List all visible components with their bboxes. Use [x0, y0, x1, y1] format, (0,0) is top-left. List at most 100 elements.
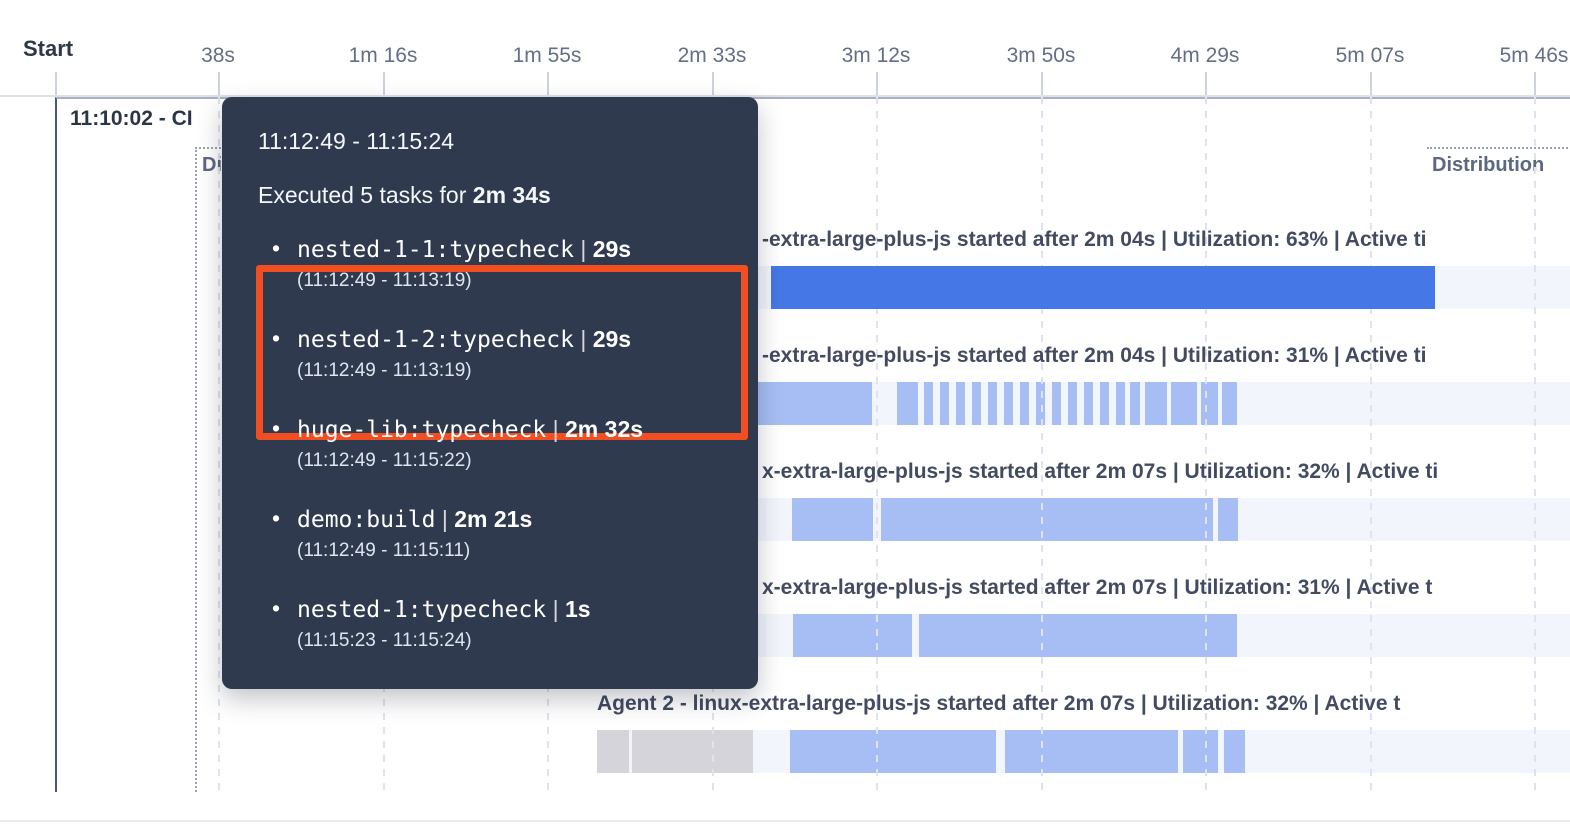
task-segment[interactable]	[1084, 382, 1093, 425]
axis-tick-label: 5m 07s	[1335, 44, 1405, 67]
task-segment[interactable]	[1116, 382, 1125, 425]
tooltip-task-duration: 29s	[592, 236, 632, 262]
timeline-gridline	[1370, 97, 1372, 790]
axis-tick-label: 3m 50s	[1006, 44, 1076, 67]
tooltip-summary-prefix: Executed 5 tasks for	[258, 182, 473, 208]
bullet-icon: •	[272, 325, 281, 351]
task-segment[interactable]	[1171, 382, 1197, 425]
tooltip-summary: Executed 5 tasks for 2m 34s	[258, 181, 722, 209]
axis-tick-mark	[1370, 72, 1372, 96]
task-segment[interactable]	[940, 382, 949, 425]
tooltip-task-times: (11:12:49 - 11:13:19)	[297, 270, 472, 291]
task-group-label-left: Di	[202, 154, 222, 176]
tooltip-task-times: (11:12:49 - 11:15:11)	[297, 540, 471, 561]
axis-tick-mark	[876, 72, 878, 96]
tooltip-task-separator: |	[435, 506, 455, 532]
task-segment[interactable]	[1145, 382, 1167, 425]
task-segment[interactable]	[1224, 730, 1245, 773]
task-segment[interactable]	[1130, 382, 1140, 425]
timeline-gridline	[218, 97, 220, 790]
tooltip-task-name-line: nested-1-2:typecheck | 29s	[297, 325, 722, 354]
tooltip-task-item: • huge-lib:typecheck | 2m 32s (11:12:49 - …	[258, 415, 722, 472]
bullet-icon: •	[272, 415, 281, 441]
tooltip-task-name-line: nested-1-1:typecheck | 29s	[297, 235, 722, 264]
axis-tick-label: 3m 12s	[841, 44, 911, 67]
agent-label: Agent 2 - linux-extra-large-plus-js star…	[597, 692, 1401, 715]
tooltip-task-name-line: nested-1:typecheck | 1s	[297, 595, 722, 624]
axis-tick-mark	[712, 72, 714, 96]
bullet-icon: •	[272, 595, 281, 621]
task-segment[interactable]	[881, 498, 1213, 541]
task-segment[interactable]	[972, 382, 981, 425]
setup-segment[interactable]	[632, 730, 753, 773]
task-segment[interactable]	[1052, 382, 1061, 425]
axis-tick-label: 2m 33s	[677, 44, 747, 67]
axis-tick-label: 4m 29s	[1170, 44, 1240, 67]
task-segment[interactable]	[793, 614, 912, 657]
timeline-gridline	[876, 97, 878, 790]
tooltip-task-name: nested-1-1:typecheck	[297, 237, 574, 263]
tooltip-task-list: • nested-1-1:typecheck | 29s (11:12:49 - 1…	[258, 235, 722, 652]
axis-tick-label: 1m 55s	[512, 44, 582, 67]
axis-tick-label: 38s	[201, 44, 235, 67]
task-group-label-right: Distribution	[1432, 154, 1545, 176]
task-segment[interactable]	[1218, 498, 1238, 541]
timeline-gridline	[1534, 97, 1536, 790]
agent-label: -extra-large-plus-js started after 2m 04…	[762, 228, 1427, 251]
axis-tick-mark	[547, 72, 549, 96]
chart-area: 11:10:02 - CI Di Distribution -extra-lar…	[0, 97, 1570, 792]
task-group-box-right: Distribution	[1427, 147, 1570, 189]
task-segment[interactable]	[1183, 730, 1218, 773]
tooltip-task-item: • nested-1-2:typecheck | 29s (11:12:49 - 1…	[258, 325, 722, 382]
agent-label: x-extra-large-plus-js started after 2m 0…	[762, 576, 1433, 599]
tooltip-task-times: (11:12:49 - 11:15:22)	[297, 450, 472, 471]
tooltip-task-duration: 29s	[592, 326, 632, 352]
axis-tick-mark	[1534, 72, 1536, 96]
task-segment[interactable]	[956, 382, 965, 425]
task-segment[interactable]	[1100, 382, 1109, 425]
task-segment[interactable]	[1020, 382, 1029, 425]
bullet-icon: •	[272, 505, 281, 531]
task-segment[interactable]	[924, 382, 933, 425]
task-segment[interactable]	[1005, 730, 1178, 773]
bottom-separator	[0, 820, 1570, 822]
tooltip-task-separator: |	[546, 596, 566, 622]
task-segment[interactable]	[1068, 382, 1077, 425]
run-window-box: 11:10:02 - CI	[55, 97, 1570, 792]
timeline-gridline	[1205, 97, 1207, 790]
axis-tick-mark	[1205, 72, 1207, 96]
task-segment[interactable]	[919, 614, 1237, 657]
axis-start-label: Start	[23, 36, 74, 61]
task-segment[interactable]	[792, 498, 873, 541]
tooltip-task-item: • nested-1-1:typecheck | 29s (11:12:49 - 1…	[258, 235, 722, 292]
timeline-gridline	[1041, 97, 1043, 790]
tooltip-task-duration: 2m 32s	[565, 416, 644, 442]
tooltip-task-item: • nested-1:typecheck | 1s (11:15:23 - 11:1…	[258, 595, 722, 652]
tooltip-task-name-line: demo:build | 2m 21s	[297, 505, 722, 534]
task-tooltip: 11:12:49 - 11:15:24 Executed 5 tasks for…	[222, 97, 758, 689]
hovered-task-segment[interactable]	[771, 266, 1435, 309]
tooltip-task-separator: |	[573, 326, 593, 352]
axis-tick-mark	[1041, 72, 1043, 96]
tooltip-summary-duration: 2m 34s	[472, 182, 551, 208]
task-segment[interactable]	[1004, 382, 1013, 425]
task-segment[interactable]	[1222, 382, 1237, 425]
axis-tick-mark	[383, 72, 385, 96]
axis-tick-label: 1m 16s	[348, 44, 418, 67]
setup-segment[interactable]	[597, 730, 629, 773]
tooltip-task-separator: |	[546, 416, 566, 442]
axis-tick-mark	[218, 72, 220, 96]
tooltip-task-name: huge-lib:typecheck	[297, 417, 547, 443]
task-segment[interactable]	[790, 730, 996, 773]
axis-start-tick	[55, 72, 57, 96]
bullet-icon: •	[272, 235, 281, 261]
tooltip-task-duration: 2m 21s	[454, 506, 533, 532]
tooltip-time-range: 11:12:49 - 11:15:24	[258, 128, 455, 154]
tooltip-task-times: (11:15:23 - 11:15:24)	[297, 630, 472, 651]
task-segment[interactable]	[988, 382, 997, 425]
run-window-label: 11:10:02 - CI	[70, 107, 193, 130]
task-segment[interactable]	[1036, 382, 1045, 425]
task-segment[interactable]	[897, 382, 918, 425]
task-segment[interactable]	[755, 382, 872, 425]
